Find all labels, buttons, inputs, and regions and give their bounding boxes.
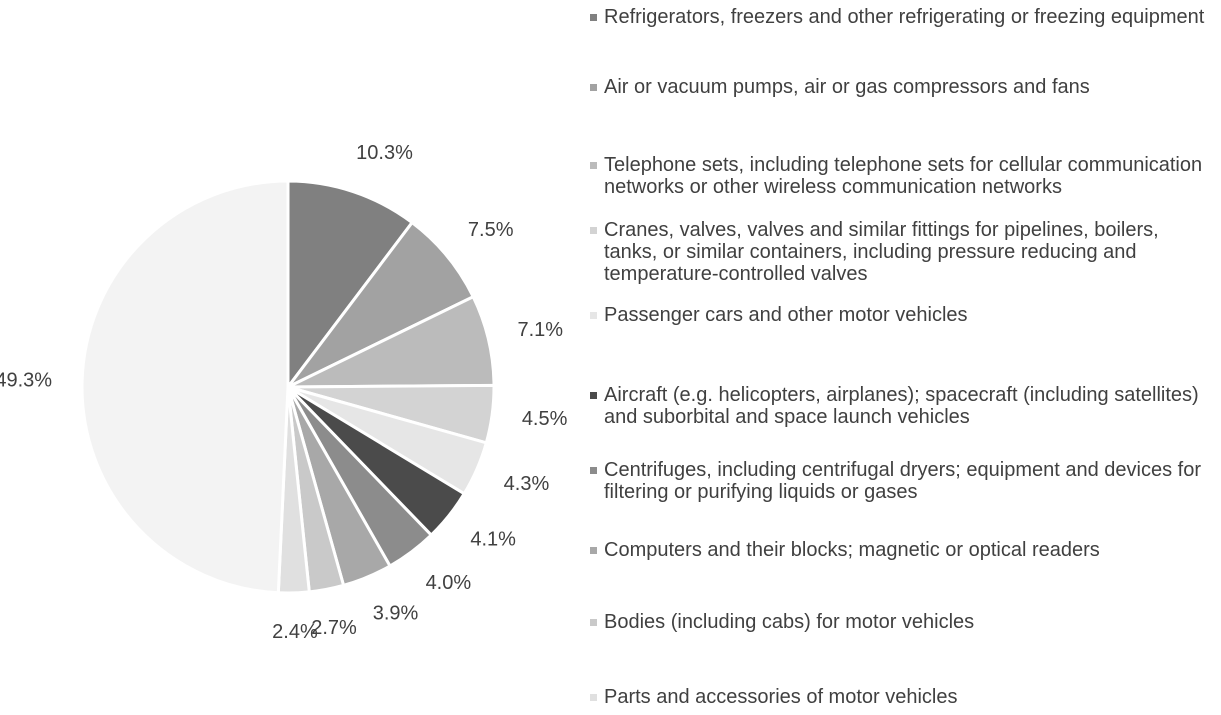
legend-item: Telephone sets, including telephone sets… (590, 154, 1215, 198)
legend-item: Cranes, valves, valves and similar fitti… (590, 219, 1215, 285)
legend-label: Aircraft (e.g. helicopters, airplanes); … (604, 384, 1199, 428)
legend-label: Computers and their blocks; magnetic or … (604, 539, 1100, 561)
data-label: 7.1% (517, 319, 563, 341)
legend-label: Centrifuges, including centrifugal dryer… (604, 459, 1201, 503)
data-label: 4.5% (522, 408, 568, 430)
legend-label: Passenger cars and other motor vehicles (604, 304, 968, 326)
legend-item: Parts and accessories of motor vehicles (590, 686, 1215, 708)
data-label: 7.5% (468, 219, 514, 241)
data-label: 10.3% (356, 142, 413, 164)
legend-item: Passenger cars and other motor vehicles (590, 304, 1215, 326)
legend-item: Refrigerators, freezers and other refrig… (590, 6, 1215, 28)
legend-item: Centrifuges, including centrifugal dryer… (590, 459, 1215, 503)
legend-item: Bodies (including cabs) for motor vehicl… (590, 611, 1215, 633)
legend-item: Air or vacuum pumps, air or gas compress… (590, 76, 1215, 98)
legend-marker (590, 162, 597, 169)
legend-marker (590, 619, 597, 626)
data-label: 4.1% (470, 529, 516, 551)
legend-marker (590, 227, 597, 234)
legend-marker (590, 694, 597, 701)
legend-marker (590, 84, 597, 91)
legend-marker (590, 392, 597, 399)
legend-label: Telephone sets, including telephone sets… (604, 154, 1203, 198)
legend-marker (590, 312, 597, 319)
data-label: 4.3% (504, 473, 550, 495)
legend-label: Air or vacuum pumps, air or gas compress… (604, 76, 1090, 98)
legend-label: Bodies (including cabs) for motor vehicl… (604, 611, 975, 633)
legend-label: Refrigerators, freezers and other refrig… (604, 6, 1205, 28)
legend-marker (590, 467, 597, 474)
data-label: 3.9% (373, 602, 419, 624)
legend-item: Computers and their blocks; magnetic or … (590, 539, 1215, 561)
data-label: 2.4% (272, 621, 318, 643)
legend-label: Parts and accessories of motor vehicles (604, 686, 958, 708)
data-label: 4.0% (426, 572, 472, 594)
legend-marker (590, 547, 597, 554)
pie-slice (80, 179, 290, 595)
legend-label: Cranes, valves, valves and similar fitti… (604, 219, 1159, 285)
pie-slice (286, 220, 476, 389)
data-label: 49.3% (0, 369, 52, 391)
pie-slice (286, 179, 415, 392)
data-label: 2.7% (311, 617, 357, 639)
legend-marker (590, 14, 597, 21)
legend-item: Aircraft (e.g. helicopters, airplanes); … (590, 384, 1215, 428)
chart: 10.3% 7.5% 7.1% 4.5% 4.3% 4.1% 4.0% 3.9% 2.7%2.4… (0, 142, 568, 643)
